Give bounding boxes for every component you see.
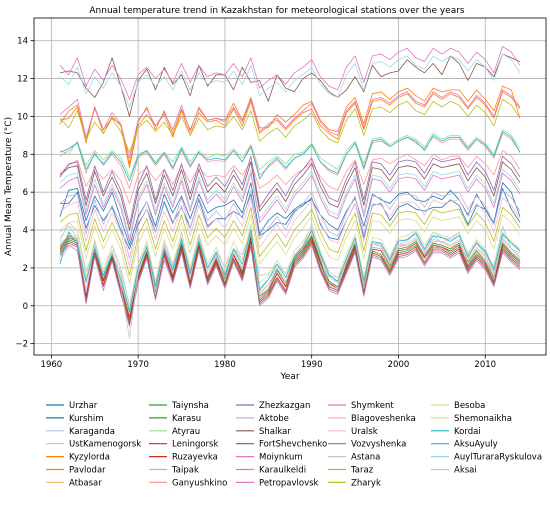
- legend-label: Aksai: [454, 466, 477, 476]
- legend-label: FortShevchenko: [259, 440, 327, 450]
- legend-label: Vozvyshenka: [351, 440, 406, 450]
- legend: Urzhar Kurshim Karaganda UstKamenogorsk Kyzy…: [46, 401, 542, 488]
- series-line: [59, 53, 521, 108]
- y-tick-label: 12: [17, 75, 28, 85]
- x-tick-label: 1990: [301, 360, 323, 370]
- series-line: [59, 161, 521, 231]
- series-line: [59, 223, 521, 311]
- legend-label: Besoba: [454, 401, 485, 411]
- legend-label: AuylTuraraRyskulova: [454, 453, 542, 463]
- x-axis-ticks: 1960 1970 1980 1990 2000 2010: [41, 355, 496, 370]
- legend-label: Shemonaikha: [454, 414, 512, 424]
- x-tick-label: 1970: [127, 360, 149, 370]
- chart-title: Annual temperature trend in Kazakhstan f…: [89, 6, 465, 16]
- plot-frame: [33, 17, 547, 356]
- legend-label: Ganyushkino: [172, 478, 227, 488]
- legend-label: Leningorsk: [172, 440, 218, 450]
- legend-label: AksuAyuly: [454, 440, 498, 450]
- series-line: [59, 172, 521, 242]
- y-axis-ticks: −2 0 2 4 6 8 10 12 14: [15, 37, 34, 350]
- legend-label: Karaulkeldi: [259, 466, 306, 476]
- series-line: [59, 129, 521, 178]
- legend-label: Karaganda: [69, 427, 115, 437]
- series-line: [59, 169, 521, 239]
- series-line: [59, 53, 521, 117]
- series-line: [59, 155, 521, 225]
- series-line: [59, 189, 521, 259]
- y-tick-label: 14: [17, 37, 28, 47]
- x-tick-label: 1960: [41, 360, 63, 370]
- legend-label: Atbasar: [69, 478, 102, 488]
- legend-label: Urzhar: [69, 401, 98, 411]
- legend-label: Kurshim: [69, 414, 104, 424]
- legend-label: Taiynsha: [171, 401, 209, 411]
- legend-label: Zhezkazgan: [259, 401, 310, 411]
- y-tick-label: 8: [23, 150, 28, 160]
- legend-label: Kyzylorda: [69, 453, 110, 463]
- series-line: [59, 46, 521, 100]
- y-tick-label: −2: [15, 340, 28, 350]
- legend-label: Moiynkum: [259, 453, 303, 463]
- series-line: [60, 187, 521, 250]
- series-line: [59, 214, 521, 284]
- legend-label: Aktobe: [259, 414, 289, 424]
- legend-label: Karasu: [172, 414, 201, 424]
- legend-label: UstKamenogorsk: [69, 440, 141, 450]
- legend-label: Zharyk: [351, 478, 381, 488]
- series-line: [59, 229, 521, 312]
- series-lines: [59, 46, 521, 339]
- y-tick-label: 0: [23, 302, 28, 312]
- series-line: [59, 182, 521, 246]
- y-axis-label: Annual Mean Temperature (°C): [4, 117, 14, 256]
- series-line: [59, 206, 521, 276]
- x-axis-label: Year: [279, 372, 299, 382]
- y-tick-label: 2: [23, 264, 28, 274]
- x-tick-label: 2010: [474, 360, 496, 370]
- legend-label: Astana: [351, 453, 380, 463]
- y-tick-label: 6: [23, 188, 28, 198]
- legend-label: Taipak: [171, 466, 199, 476]
- legend-label: Shalkar: [259, 427, 291, 437]
- x-tick-label: 1980: [214, 360, 236, 370]
- x-tick-label: 2000: [388, 360, 410, 370]
- legend-label: Petropavlovsk: [259, 478, 319, 488]
- y-tick-label: 10: [17, 112, 28, 122]
- series-line: [59, 85, 521, 165]
- legend-label: Kordai: [454, 427, 481, 437]
- series-line: [59, 229, 521, 339]
- y-tick-label: 4: [23, 226, 28, 236]
- legend-label: Blagoveshenka: [351, 414, 416, 424]
- legend-label: Uralsk: [351, 427, 378, 437]
- series-line: [59, 197, 521, 267]
- series-line: [59, 89, 521, 159]
- series-line: [59, 99, 521, 153]
- legend-label: Ruzayevka: [172, 453, 218, 463]
- series-line: [59, 131, 521, 182]
- series-line: [59, 150, 521, 204]
- series-line: [59, 133, 521, 189]
- legend-label: Atyrau: [172, 427, 200, 437]
- legend-label: Shymkent: [351, 401, 394, 411]
- series-line: [59, 242, 521, 326]
- legend-label: Pavlodar: [69, 466, 106, 476]
- legend-label: Taraz: [350, 466, 374, 476]
